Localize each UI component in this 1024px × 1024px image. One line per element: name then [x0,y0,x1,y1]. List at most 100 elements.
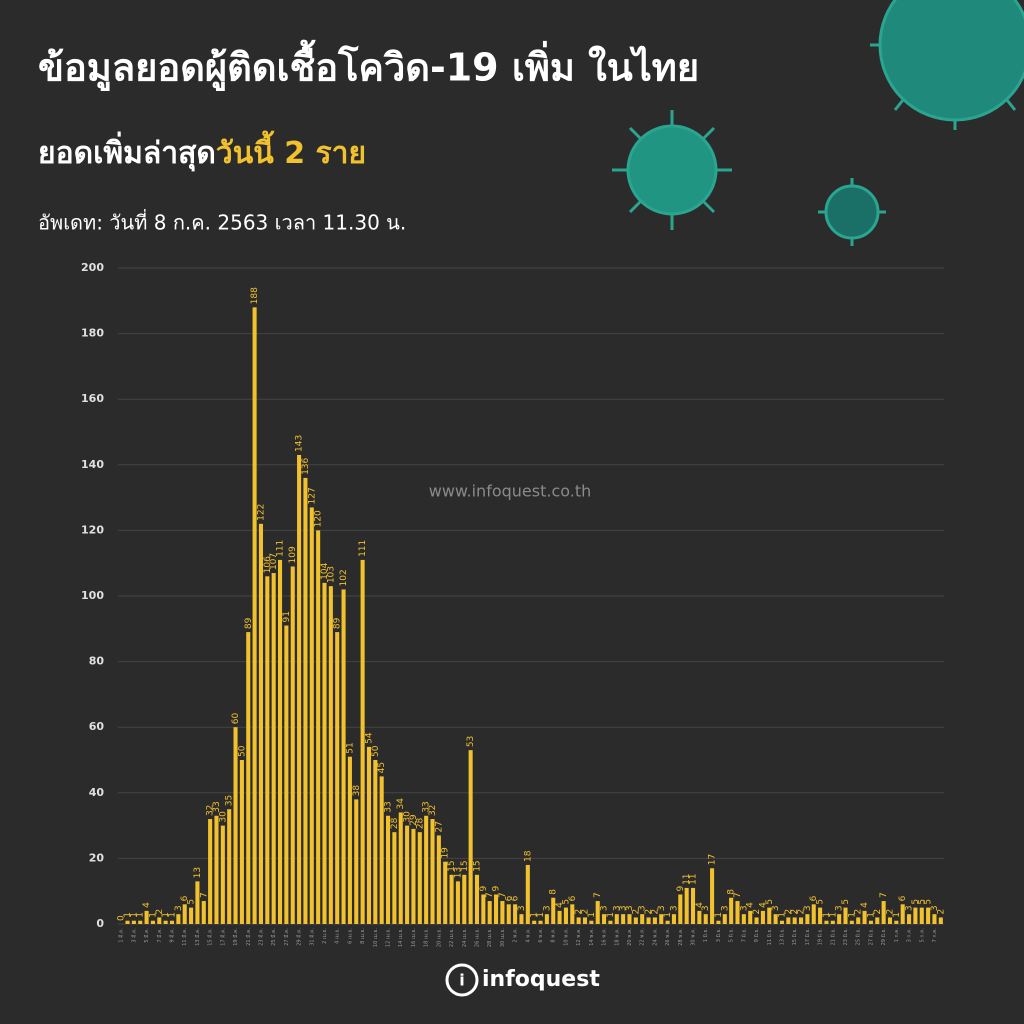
x-tick-label: 25 มี.ค. [270,928,277,946]
data-label: 34 [396,798,406,810]
x-tick-label: 2 เม.ย. [322,928,328,944]
bar [373,760,378,924]
bar [131,920,136,924]
data-label: 3 [905,905,915,911]
bar [786,917,791,924]
bar [411,828,416,924]
data-label: 13 [193,867,203,878]
data-label: 33 [384,801,394,812]
bar [494,894,499,924]
bar [233,727,238,924]
bar [748,910,753,924]
x-tick-label: 30 เม.ย. [500,928,506,947]
bar [328,586,333,924]
data-label: 8 [727,889,737,895]
bar [830,920,835,924]
bar [297,454,302,924]
x-tick-label: 15 มี.ค. [207,928,214,946]
x-tick-label: 6 พ.ค. [538,928,544,943]
x-tick-label: 29 มี.ค. [296,928,303,946]
bar [405,825,410,924]
bar [792,917,797,924]
data-label: 1 [828,912,838,918]
bar [182,904,187,924]
x-tick-label: 26 เม.ย. [474,928,480,947]
x-tick-label: 4 เม.ย. [335,928,341,944]
data-label: 50 [237,745,247,757]
bar [894,920,899,924]
bar [779,920,785,924]
bar [271,573,276,924]
bar [671,914,676,924]
data-label: 4 [555,902,565,908]
bar [938,917,943,924]
x-tick-label: 18 พ.ค. [614,928,620,946]
bar [818,907,823,924]
data-label: 5 [911,899,921,905]
data-label: 3 [174,905,184,911]
bar [163,920,168,924]
data-label: 3 [600,905,610,911]
bar [570,904,575,924]
x-tick-label: 10 พ.ค. [563,928,569,946]
data-label: 127 [307,487,317,504]
bar [678,894,683,924]
bar [735,901,740,924]
bar [252,307,257,924]
data-label: 4 [142,902,152,908]
x-tick-label: 1 ก.ค. [894,928,900,943]
data-label: 1 [161,912,171,918]
bar [621,914,626,924]
bar [907,914,912,924]
data-label: 7 [485,892,495,898]
data-label: 45 [377,762,387,773]
x-tick-label: 10 เม.ย. [373,928,379,947]
data-label: 11 [682,873,692,884]
data-label: 1 [714,912,724,918]
data-label: 9 [492,885,502,891]
bar [843,907,848,924]
bar [455,881,460,924]
data-label: 1 [129,912,139,918]
chart-title: ข้อมูลยอดผู้ติดเชื้อโควิด-19 เพิ่ม ในไทย [38,40,699,92]
bar [379,776,384,924]
data-label: 2 [155,909,165,915]
data-label: 122 [256,504,266,521]
bar [595,901,600,924]
bar [246,632,251,924]
bar [322,582,327,924]
bar [227,809,232,924]
data-label: 2 [854,909,864,915]
data-label: 15 [472,860,482,871]
x-tick-label: 8 พ.ค. [551,928,557,943]
bar [366,746,372,924]
y-tick-label: 40 [89,786,105,799]
data-label: 2 [650,909,660,915]
bar [773,914,778,924]
data-label: 5 [924,899,934,905]
bar [468,750,473,924]
bar [500,901,505,924]
x-tick-label: 11 มี.ค. [181,928,188,946]
data-label: 27 [434,821,444,832]
x-tick-label: 8 เม.ย. [360,928,366,944]
x-tick-label: 20 เม.ย. [436,928,442,947]
bar [589,920,594,924]
data-label: 4 [860,902,870,908]
bar [887,917,893,924]
data-label: 4 [746,902,756,908]
x-tick-label: 5 มิ.ย. [728,928,735,943]
bar [532,920,537,924]
data-label: 2 [885,909,895,915]
data-label: 5 [561,899,571,905]
data-label: 1 [822,912,832,918]
x-tick-label: 1 มี.ค. [118,928,125,943]
bar [144,910,149,924]
data-label: 2 [631,909,641,915]
bar [710,868,715,924]
bar [150,920,155,924]
data-label: 18 [523,850,533,862]
bar [487,901,492,924]
x-tick-label: 16 เม.ย. [411,928,417,947]
